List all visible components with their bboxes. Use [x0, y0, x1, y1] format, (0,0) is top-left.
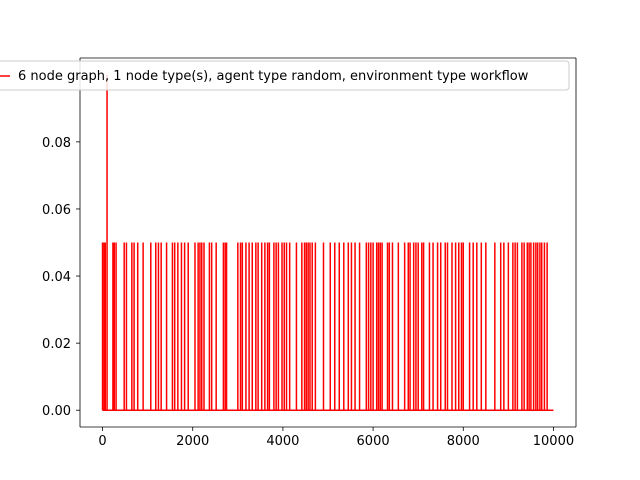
- plot-area: [80, 58, 576, 427]
- x-tick-label: 4000: [266, 434, 299, 449]
- y-tick-label: 0.08: [42, 136, 71, 151]
- legend-box: [0, 60, 570, 91]
- x-tick-label: 10000: [533, 434, 574, 449]
- x-tick-label: 0: [98, 434, 106, 449]
- x-tick-label: 8000: [447, 434, 480, 449]
- legend: 6 node graph, 1 node type(s), agent type…: [0, 60, 570, 91]
- y-tick-label: 0.02: [42, 337, 71, 352]
- y-tick-label: 0.04: [42, 270, 71, 285]
- x-tick-label: 2000: [176, 434, 209, 449]
- y-tick-label: 0.06: [42, 203, 71, 218]
- y-tick-label: 0.00: [42, 404, 71, 419]
- x-tick-label: 6000: [357, 434, 390, 449]
- legend-label-series-0: 6 node graph, 1 node type(s), agent type…: [18, 69, 529, 84]
